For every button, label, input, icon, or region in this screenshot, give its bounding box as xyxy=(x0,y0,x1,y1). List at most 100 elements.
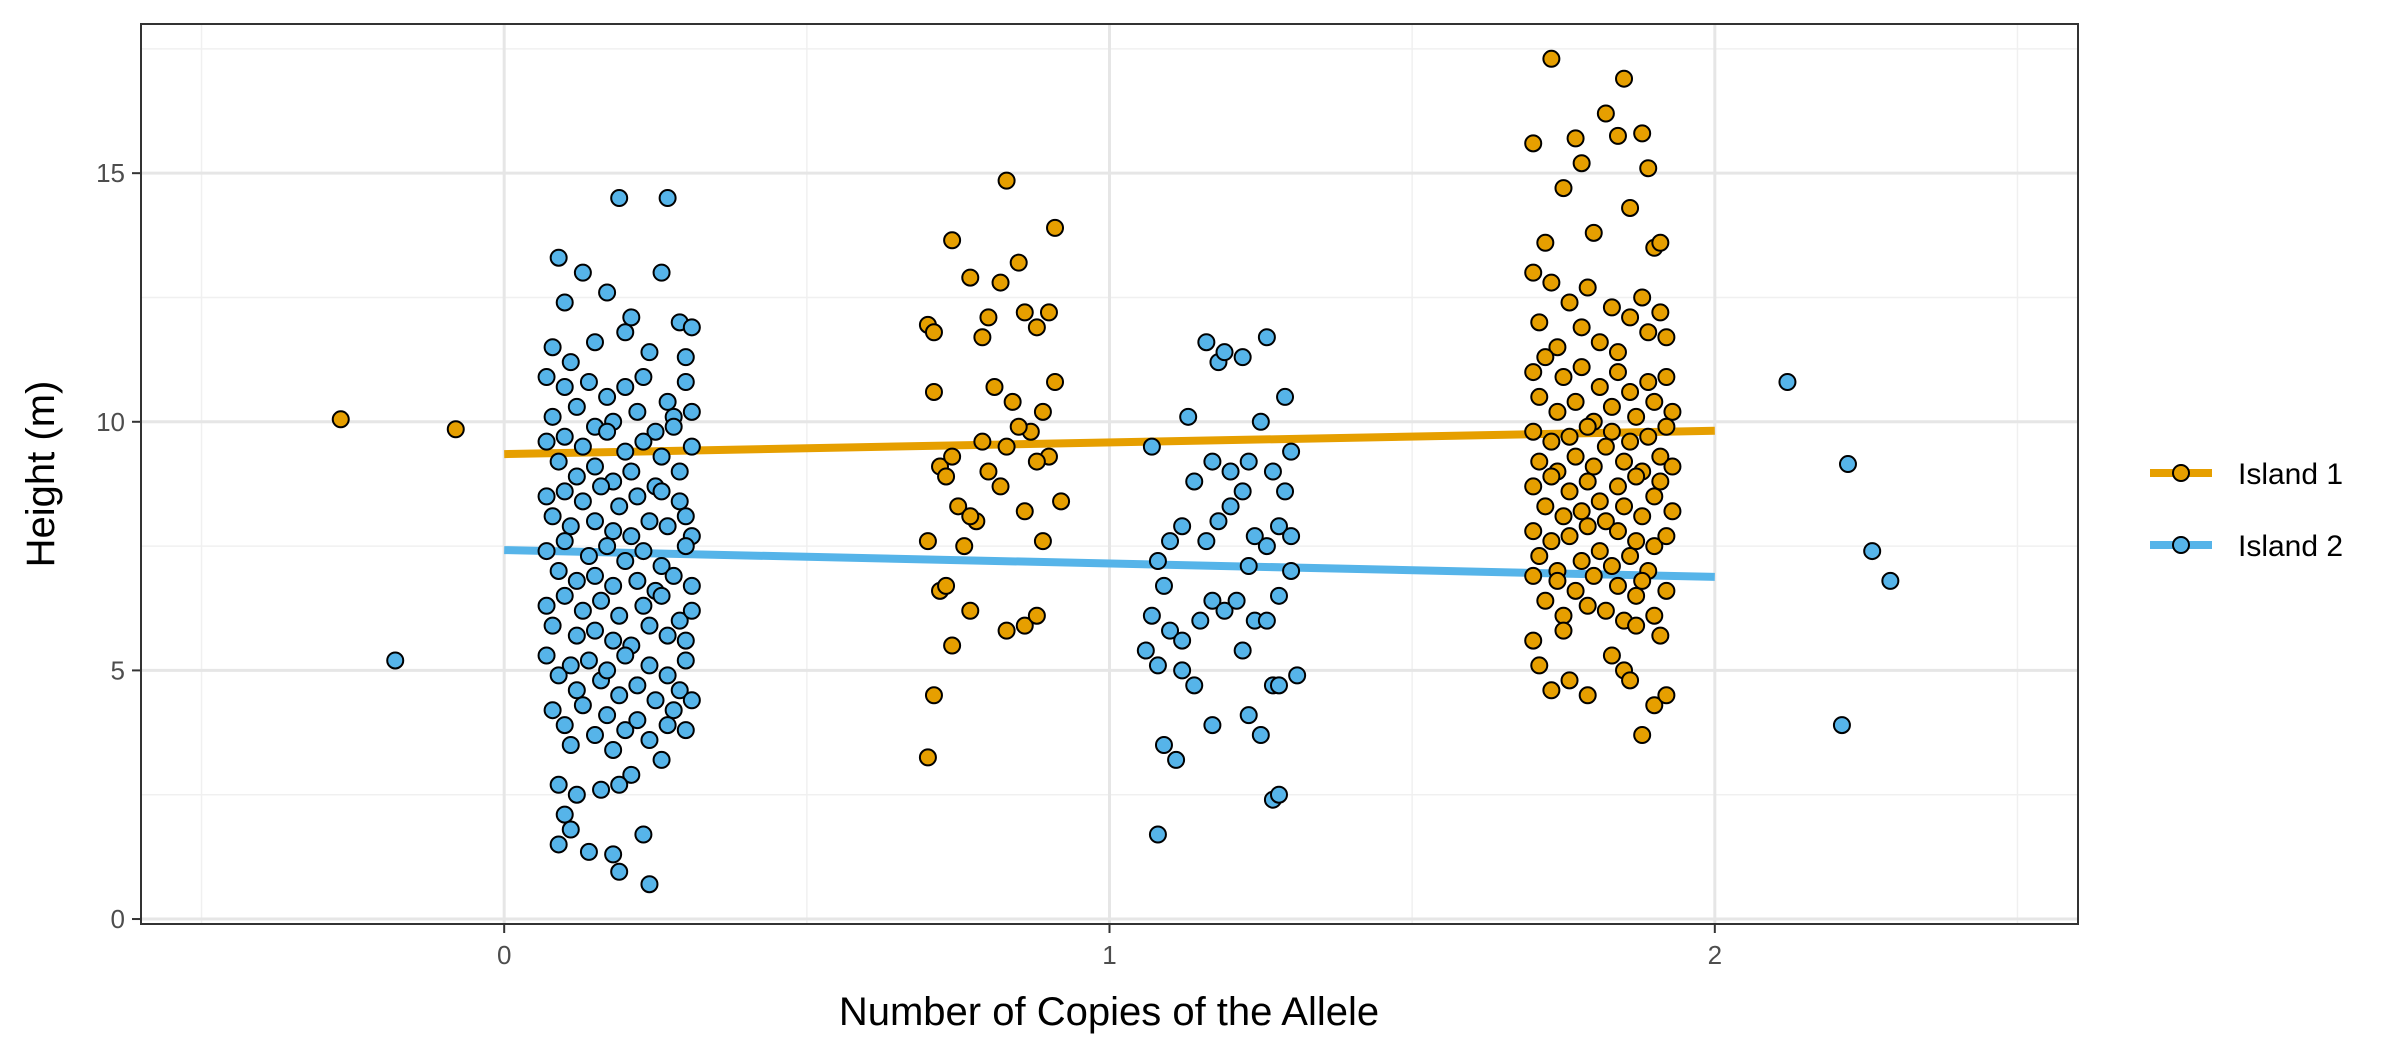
data-point xyxy=(961,507,980,526)
data-point xyxy=(1608,363,1627,382)
data-point xyxy=(1596,512,1615,531)
data-point xyxy=(592,780,611,799)
data-point xyxy=(682,601,701,620)
data-point xyxy=(997,621,1016,640)
data-point xyxy=(1657,328,1676,347)
data-point xyxy=(1215,601,1234,620)
data-point xyxy=(1621,308,1640,327)
data-point xyxy=(592,591,611,610)
data-point xyxy=(1161,621,1180,640)
data-point xyxy=(1524,422,1543,441)
data-point xyxy=(1578,686,1597,705)
data-point xyxy=(1173,517,1192,536)
data-point xyxy=(555,716,574,735)
data-point xyxy=(682,691,701,710)
data-point xyxy=(1615,69,1634,88)
data-point xyxy=(664,566,683,585)
data-point xyxy=(555,377,574,396)
data-point xyxy=(585,457,604,476)
data-point xyxy=(537,596,556,615)
data-point xyxy=(537,432,556,451)
data-point xyxy=(1548,402,1567,421)
data-point xyxy=(658,626,677,645)
data-point xyxy=(1263,462,1282,481)
data-point xyxy=(949,497,968,516)
data-point xyxy=(1269,517,1288,536)
data-point xyxy=(616,442,635,461)
data-point xyxy=(622,527,641,546)
regression-line xyxy=(504,546,1715,581)
y-tick-label: 15 xyxy=(96,158,125,188)
data-point xyxy=(1015,303,1034,322)
data-point xyxy=(543,507,562,526)
data-point xyxy=(628,711,647,730)
data-point xyxy=(918,748,937,767)
data-point xyxy=(1639,373,1658,392)
data-point xyxy=(973,328,992,347)
data-point xyxy=(1621,547,1640,566)
data-point xyxy=(573,437,592,456)
data-point xyxy=(1584,457,1603,476)
data-point xyxy=(549,666,568,685)
data-point xyxy=(664,701,683,720)
data-point xyxy=(1633,124,1652,143)
data-point xyxy=(1596,104,1615,123)
data-point xyxy=(604,845,623,864)
data-point xyxy=(622,308,641,327)
data-point xyxy=(1536,591,1555,610)
data-point xyxy=(676,348,695,367)
data-point xyxy=(1554,606,1573,625)
data-point xyxy=(640,512,659,531)
data-point xyxy=(1524,134,1543,153)
data-point xyxy=(616,377,635,396)
data-point xyxy=(1657,527,1676,546)
y-tick-label: 0 xyxy=(111,904,125,934)
data-point xyxy=(1046,218,1065,237)
data-point xyxy=(1881,571,1900,590)
data-point xyxy=(331,410,350,429)
data-point xyxy=(640,656,659,675)
data-point xyxy=(1651,472,1670,491)
data-point xyxy=(1602,646,1621,665)
data-point xyxy=(997,437,1016,456)
data-point xyxy=(682,576,701,595)
x-tick-label: 1 xyxy=(1102,940,1116,970)
data-point xyxy=(1554,179,1573,198)
data-point xyxy=(555,532,574,551)
y-tick-label: 5 xyxy=(111,655,125,685)
data-point xyxy=(1657,417,1676,436)
data-point xyxy=(1173,661,1192,680)
data-point xyxy=(658,189,677,208)
data-point xyxy=(1566,392,1585,411)
data-point xyxy=(1602,298,1621,317)
data-point xyxy=(676,651,695,670)
regression-line xyxy=(504,426,1715,459)
data-point xyxy=(579,373,598,392)
data-point xyxy=(567,397,586,416)
data-point xyxy=(1602,422,1621,441)
data-point xyxy=(1663,457,1682,476)
y-tick-label: 10 xyxy=(96,407,125,437)
data-point xyxy=(1651,303,1670,322)
data-point xyxy=(446,420,465,439)
data-point xyxy=(579,651,598,670)
data-point xyxy=(1627,586,1646,605)
data-point xyxy=(1033,532,1052,551)
data-point xyxy=(555,482,574,501)
data-point xyxy=(561,353,580,372)
data-point xyxy=(1148,825,1167,844)
data-point xyxy=(1578,417,1597,436)
data-point xyxy=(598,706,617,725)
data-point xyxy=(543,616,562,635)
data-point xyxy=(937,467,956,486)
data-point xyxy=(1027,452,1046,471)
data-point xyxy=(610,606,629,625)
data-point xyxy=(610,189,629,208)
data-point xyxy=(1282,527,1301,546)
data-point xyxy=(573,492,592,511)
data-point xyxy=(1832,716,1851,735)
data-point xyxy=(1179,407,1198,426)
data-point xyxy=(652,482,671,501)
data-point xyxy=(634,825,653,844)
data-point xyxy=(1554,621,1573,640)
